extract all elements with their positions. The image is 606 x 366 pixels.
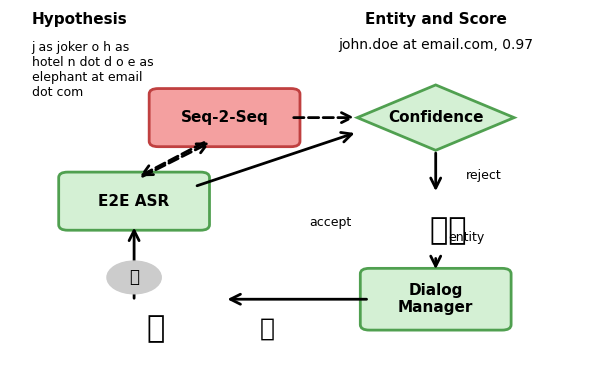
Text: john.doe at email.com, 0.97: john.doe at email.com, 0.97 (338, 38, 533, 52)
Text: j as joker o h as
hotel n dot d o e as
elephant at email
dot com: j as joker o h as hotel n dot d o e as e… (32, 41, 153, 99)
Text: 👩‍💼: 👩‍💼 (430, 216, 466, 245)
Circle shape (107, 261, 161, 294)
Text: Confidence: Confidence (388, 110, 484, 125)
Text: reject: reject (466, 169, 502, 182)
Text: Entity and Score: Entity and Score (365, 12, 507, 27)
Text: 🔊: 🔊 (259, 316, 275, 340)
Text: accept: accept (309, 216, 351, 229)
Text: Hypothesis: Hypothesis (32, 12, 127, 27)
Text: Seq-2-Seq: Seq-2-Seq (181, 110, 268, 125)
FancyBboxPatch shape (59, 172, 210, 230)
Text: entity: entity (448, 231, 484, 244)
Text: Dialog
Manager: Dialog Manager (398, 283, 473, 315)
Text: E2E ASR: E2E ASR (98, 194, 170, 209)
FancyBboxPatch shape (149, 89, 300, 147)
Text: 🎙: 🎙 (146, 314, 164, 343)
Polygon shape (358, 85, 514, 150)
FancyBboxPatch shape (361, 268, 511, 330)
Text: 🔉: 🔉 (129, 268, 139, 287)
